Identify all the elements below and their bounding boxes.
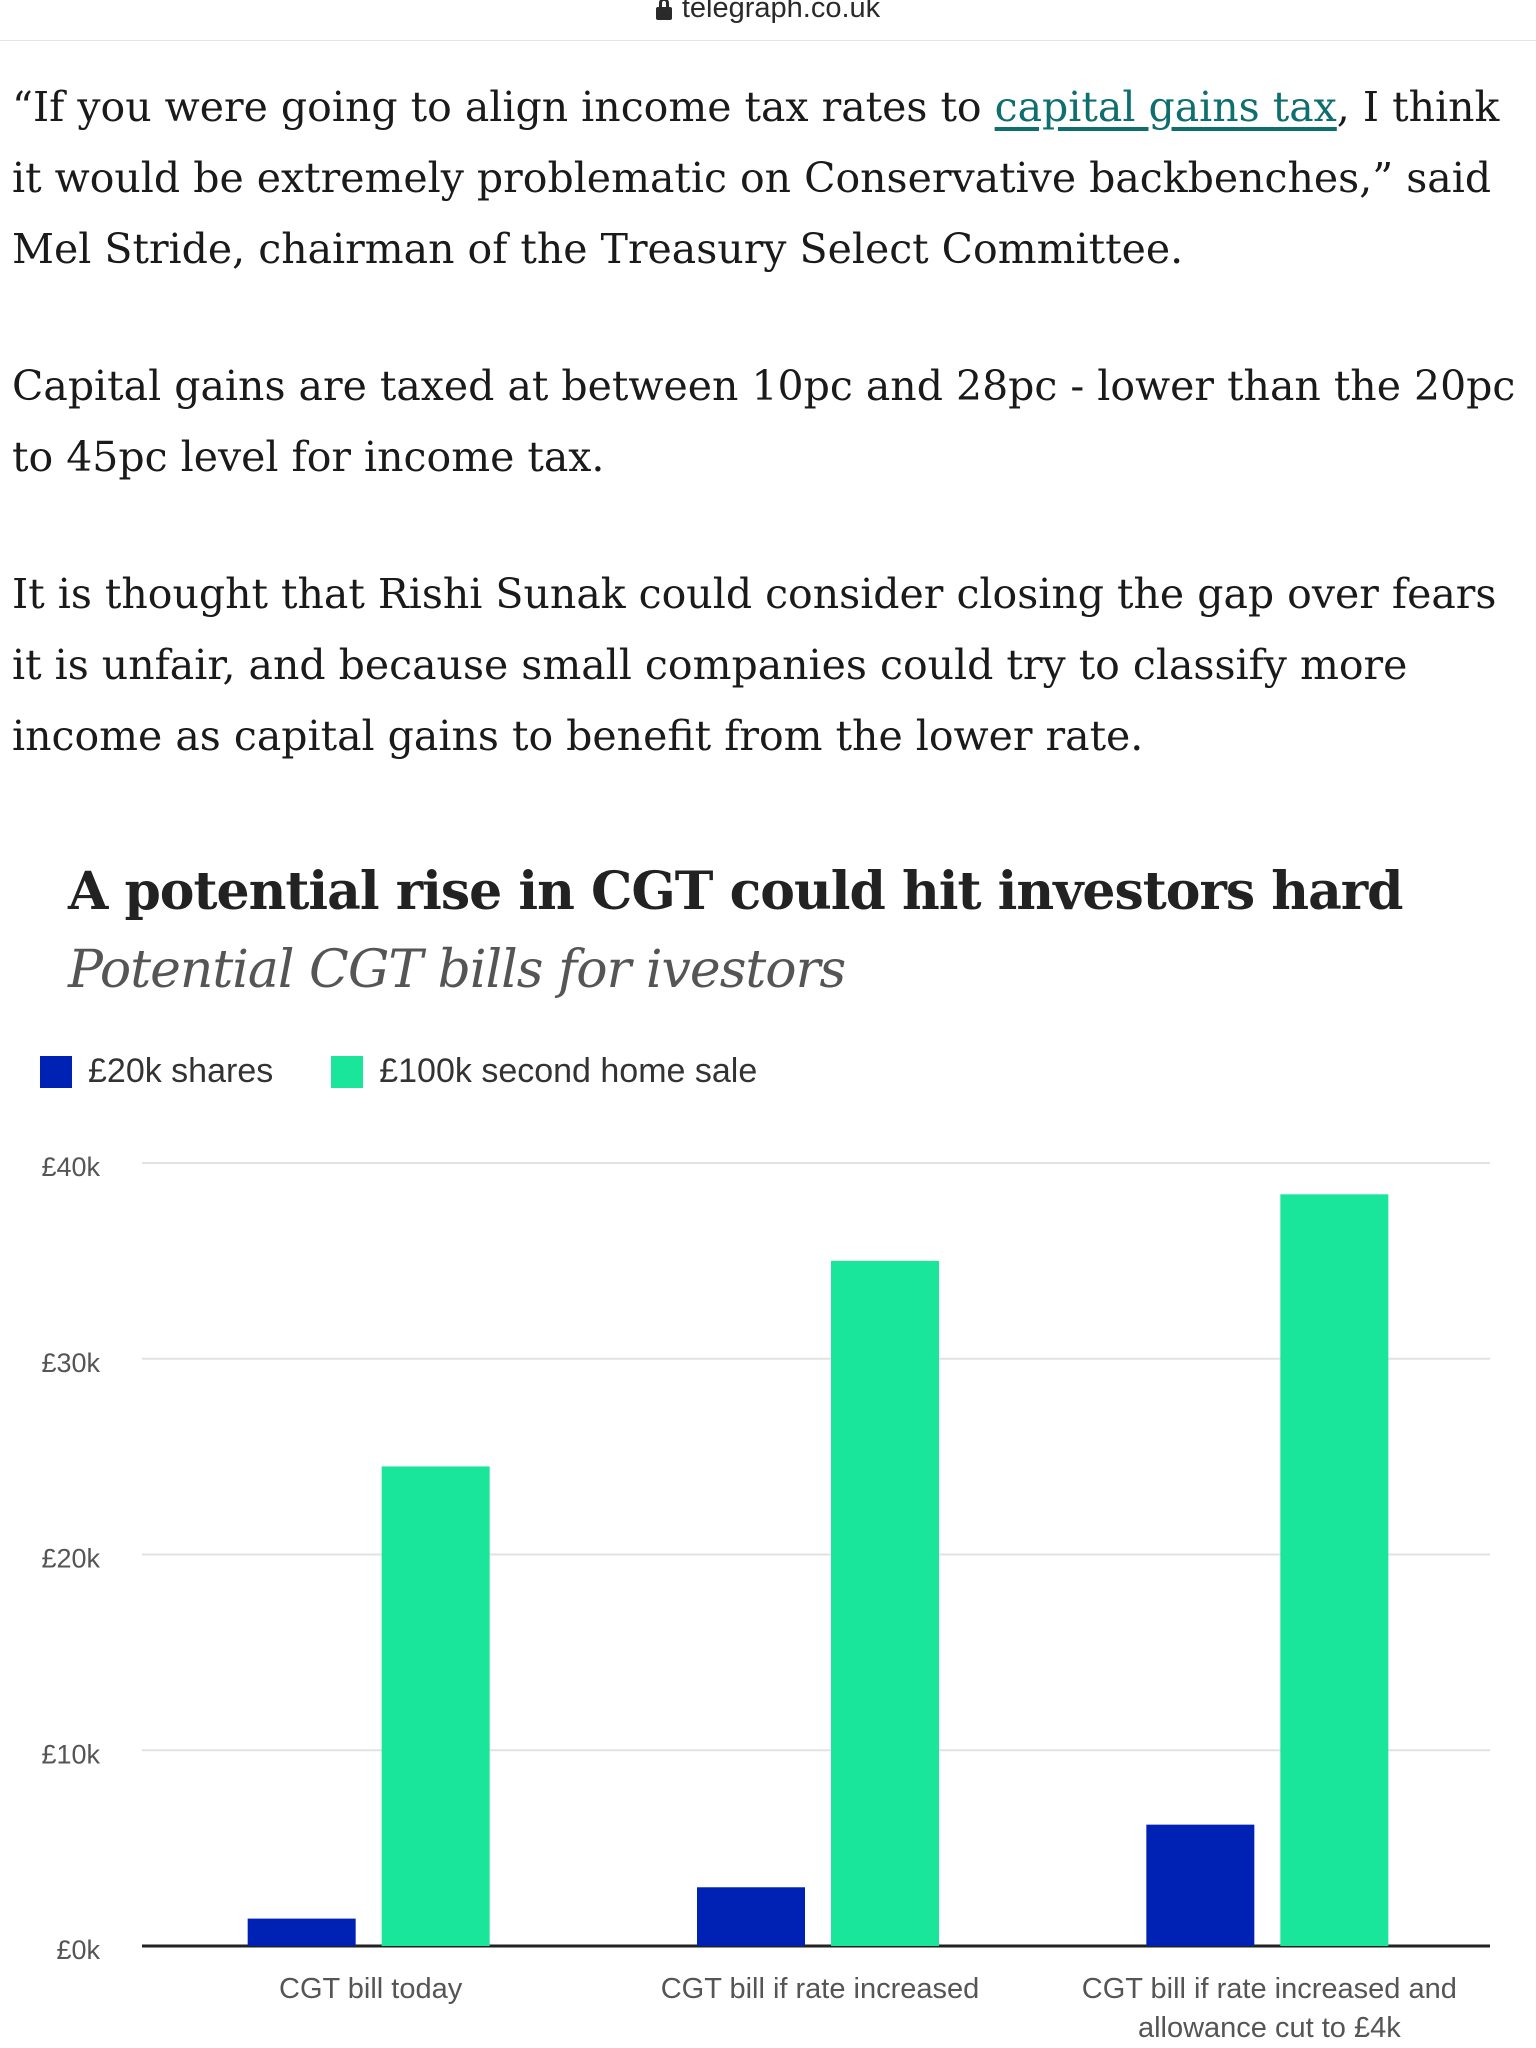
bar <box>697 1887 805 1946</box>
y-tick-label: £0k <box>56 1935 100 1965</box>
legend-swatch <box>40 1055 72 1088</box>
chart-subtitle: Potential CGT bills for ivestors <box>68 940 846 1000</box>
bar <box>831 1260 939 1946</box>
y-tick-label: £20k <box>41 1544 100 1574</box>
paragraph-text: “If you were going to align income tax r… <box>12 83 995 131</box>
bar <box>381 1466 490 1946</box>
bar <box>247 1918 356 1946</box>
bar <box>1280 1194 1389 1946</box>
y-tick-label: £40k <box>41 1152 100 1182</box>
bar <box>1146 1824 1255 1946</box>
article-body: “If you were going to align income tax r… <box>12 72 1522 838</box>
legend-label: £100k second home sale <box>379 1052 758 1090</box>
legend-item: £20k shares <box>40 1052 273 1091</box>
legend-label: £20k shares <box>88 1052 274 1090</box>
article-paragraph: Capital gains are taxed at between 10pc … <box>12 362 1516 481</box>
article-paragraph: “If you were going to align income tax r… <box>12 72 1522 285</box>
legend-swatch <box>331 1055 364 1088</box>
y-tick-label: £30k <box>41 1348 100 1378</box>
chart-title: A potential rise in CGT could hit invest… <box>68 861 1404 922</box>
paragraph-text: , I think it would be extremely problema… <box>12 83 1500 273</box>
legend-item: £100k second home sale <box>331 1052 757 1091</box>
x-tick-label: CGT bill today <box>279 1973 463 2005</box>
y-tick-label: £10k <box>41 1739 100 1769</box>
capital-gains-tax-link[interactable]: capital gains tax <box>994 83 1337 131</box>
x-tick-label: CGT bill if rate increased <box>661 1973 980 2005</box>
bar-chart: £0k £10k £20k £30k £40k CGT bill today CGT bil… <box>41 1152 1490 2044</box>
article-paragraph: It is thought that Rishi Sunak could con… <box>12 570 1497 760</box>
chart-legend: £20k shares £100k second home sale <box>40 1052 815 1091</box>
x-tick-label: CGT bill if rate increased and allowance … <box>1082 1973 1457 2044</box>
url-text: telegraph.co.uk <box>681 0 881 24</box>
url-display[interactable]: telegraph.co.uk <box>655 0 881 25</box>
browser-url-bar[interactable]: telegraph.co.uk <box>0 0 1536 41</box>
lock-icon <box>655 0 672 20</box>
